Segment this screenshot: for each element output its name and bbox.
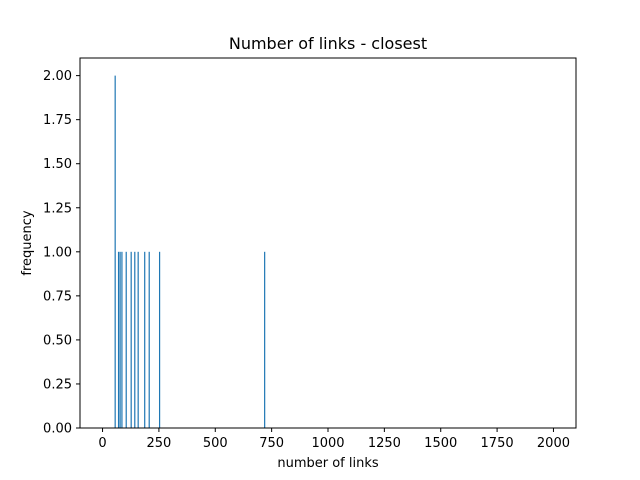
bar-7 bbox=[137, 251, 139, 428]
bars-group bbox=[114, 75, 266, 429]
x-tick-label: 2000 bbox=[537, 436, 570, 451]
y-tick-label: 0.25 bbox=[43, 377, 72, 392]
x-tick-label: 1500 bbox=[424, 436, 457, 451]
y-tick-label: 1.00 bbox=[43, 245, 72, 260]
bar-10 bbox=[158, 251, 161, 428]
x-tick-label: 750 bbox=[259, 436, 284, 451]
x-axis-ticks: 0 250 500 750 1000 1250 1500 1750 2000 bbox=[98, 428, 570, 451]
y-tick-label: 2.00 bbox=[43, 69, 72, 84]
bar-11 bbox=[264, 251, 266, 428]
bar-8 bbox=[144, 251, 146, 428]
y-axis-ticks: 0.00 0.25 0.50 0.75 1.00 1.25 1.50 1.75 2.00 bbox=[43, 69, 80, 437]
x-tick-label: 0 bbox=[98, 436, 106, 451]
x-tick-label: 1750 bbox=[481, 436, 514, 451]
bar-0 bbox=[114, 75, 116, 429]
bar-6 bbox=[134, 251, 136, 428]
x-axis-label: number of links bbox=[277, 456, 379, 471]
x-tick-label: 1000 bbox=[311, 436, 344, 451]
bar-4 bbox=[125, 251, 127, 428]
bar-9 bbox=[148, 251, 150, 428]
bar-3 bbox=[121, 251, 123, 428]
x-tick-label: 500 bbox=[203, 436, 228, 451]
chart-title: Number of links - closest bbox=[229, 34, 427, 53]
x-tick-label: 1250 bbox=[368, 436, 401, 451]
y-tick-label: 1.25 bbox=[43, 201, 72, 216]
y-tick-label: 0.00 bbox=[43, 422, 72, 437]
y-tick-label: 0.75 bbox=[43, 289, 72, 304]
bar-2 bbox=[119, 251, 121, 428]
y-axis-label: frequency bbox=[20, 210, 35, 276]
bar-1 bbox=[117, 251, 120, 428]
y-tick-label: 1.50 bbox=[43, 157, 72, 172]
y-tick-label: 0.50 bbox=[43, 333, 72, 348]
bar-5 bbox=[130, 251, 132, 428]
x-tick-label: 250 bbox=[146, 436, 171, 451]
plot-frame bbox=[79, 57, 577, 429]
y-tick-label: 1.75 bbox=[43, 113, 72, 128]
